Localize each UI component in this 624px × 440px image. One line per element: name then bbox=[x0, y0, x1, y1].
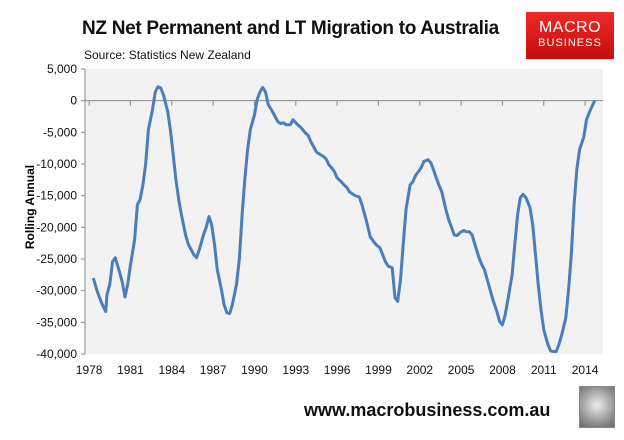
x-tick-label: 1996 bbox=[324, 363, 351, 377]
x-tick-label: 2002 bbox=[406, 363, 433, 377]
macrobusiness-logo: MACRO BUSINESS bbox=[526, 12, 614, 59]
x-tick-label: 1999 bbox=[365, 363, 392, 377]
x-tick-label: 1987 bbox=[200, 363, 227, 377]
x-tick-label: 2008 bbox=[489, 363, 516, 377]
y-tick-label: -30,000 bbox=[36, 284, 77, 298]
x-tick-label: 2005 bbox=[448, 363, 475, 377]
y-tick-label: -10,000 bbox=[36, 157, 77, 171]
y-tick-label: -40,000 bbox=[36, 347, 77, 361]
y-tick-label: -35,000 bbox=[36, 315, 77, 329]
x-tick-label: 2014 bbox=[572, 363, 599, 377]
y-tick-label: 0 bbox=[70, 94, 77, 108]
x-tick-label: 1978 bbox=[76, 363, 103, 377]
y-tick-label: -20,000 bbox=[36, 220, 77, 234]
y-tick-label: -5,000 bbox=[43, 125, 77, 139]
y-tick-label: -15,000 bbox=[36, 189, 77, 203]
logo-line2: BUSINESS bbox=[538, 37, 602, 49]
x-tick-label: 1990 bbox=[241, 363, 268, 377]
x-tick-label: 1993 bbox=[282, 363, 309, 377]
y-tick-label: 5,000 bbox=[47, 62, 77, 76]
chart-title: NZ Net Permanent and LT Migration to Aus… bbox=[82, 18, 499, 39]
footer-url: www.macrobusiness.com.au bbox=[304, 400, 551, 420]
logo-line1: MACRO bbox=[538, 19, 602, 36]
plot-area bbox=[85, 69, 603, 354]
chart-source: Source: Statistics New Zealand bbox=[84, 48, 251, 62]
x-tick-label: 1984 bbox=[158, 363, 185, 377]
wolf-logo-icon bbox=[579, 386, 615, 428]
x-tick-label: 1981 bbox=[117, 363, 144, 377]
y-tick-label: -25,000 bbox=[36, 252, 77, 266]
x-tick-label: 2011 bbox=[531, 363, 557, 377]
series-line-rolling-annual bbox=[91, 85, 597, 353]
